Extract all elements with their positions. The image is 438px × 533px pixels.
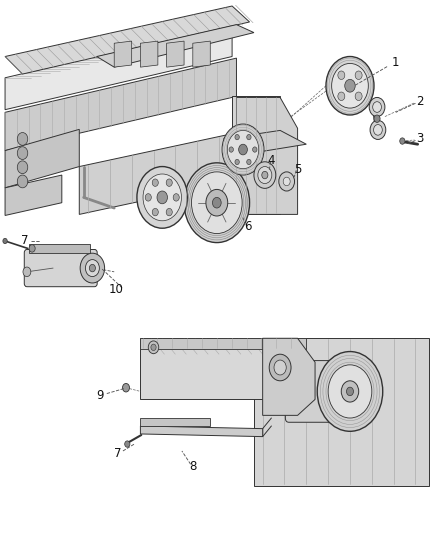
Circle shape	[152, 208, 158, 216]
Polygon shape	[141, 41, 158, 67]
Circle shape	[247, 159, 251, 165]
Text: 2: 2	[416, 95, 424, 108]
Circle shape	[89, 264, 95, 272]
Polygon shape	[114, 41, 132, 67]
Circle shape	[279, 172, 294, 191]
Circle shape	[17, 175, 28, 188]
Circle shape	[157, 191, 167, 204]
Polygon shape	[5, 25, 232, 110]
Circle shape	[17, 161, 28, 174]
Circle shape	[400, 138, 405, 144]
Circle shape	[338, 92, 345, 101]
Bar	[29, 244, 90, 253]
Circle shape	[17, 147, 28, 159]
Polygon shape	[5, 175, 62, 215]
Circle shape	[258, 166, 272, 183]
Circle shape	[346, 387, 353, 395]
Circle shape	[269, 354, 291, 381]
Text: 6: 6	[244, 220, 251, 233]
Circle shape	[80, 253, 105, 283]
Polygon shape	[193, 41, 210, 67]
Polygon shape	[223, 131, 306, 153]
Polygon shape	[141, 338, 263, 399]
Polygon shape	[79, 135, 228, 214]
Circle shape	[374, 125, 382, 135]
Polygon shape	[141, 426, 263, 437]
Circle shape	[274, 360, 286, 375]
Circle shape	[341, 381, 359, 402]
Circle shape	[222, 124, 264, 175]
Circle shape	[184, 163, 250, 243]
Polygon shape	[141, 338, 306, 349]
Text: 5: 5	[294, 163, 301, 176]
Polygon shape	[373, 108, 381, 131]
Text: 9: 9	[96, 389, 104, 402]
Circle shape	[355, 92, 362, 101]
Circle shape	[235, 134, 239, 140]
Circle shape	[283, 177, 290, 185]
Polygon shape	[141, 418, 210, 426]
Polygon shape	[5, 6, 250, 74]
Circle shape	[332, 63, 368, 108]
FancyBboxPatch shape	[24, 249, 97, 287]
Circle shape	[152, 179, 158, 187]
Circle shape	[148, 341, 159, 354]
Circle shape	[345, 79, 355, 92]
Circle shape	[328, 365, 372, 418]
Circle shape	[253, 147, 257, 152]
Circle shape	[143, 174, 181, 221]
FancyBboxPatch shape	[286, 361, 345, 422]
Circle shape	[374, 115, 380, 123]
Circle shape	[317, 352, 383, 431]
Text: 10: 10	[109, 283, 124, 296]
Circle shape	[29, 245, 35, 252]
Text: 1: 1	[392, 56, 399, 69]
Circle shape	[235, 159, 239, 165]
Polygon shape	[5, 130, 79, 188]
Circle shape	[369, 98, 385, 117]
Text: 7: 7	[21, 235, 28, 247]
Polygon shape	[232, 96, 280, 214]
Circle shape	[166, 208, 172, 216]
Circle shape	[151, 344, 156, 351]
Circle shape	[173, 193, 179, 201]
Circle shape	[3, 238, 7, 244]
Circle shape	[373, 102, 381, 112]
Circle shape	[370, 120, 386, 140]
Circle shape	[326, 56, 374, 115]
Circle shape	[23, 267, 31, 277]
Text: 4: 4	[268, 154, 275, 167]
Circle shape	[355, 71, 362, 79]
Circle shape	[137, 166, 187, 228]
Circle shape	[123, 383, 130, 392]
Polygon shape	[263, 338, 315, 415]
Circle shape	[338, 71, 345, 79]
Text: 3: 3	[416, 132, 424, 146]
Text: 7: 7	[114, 447, 121, 460]
Circle shape	[145, 193, 151, 201]
Circle shape	[247, 134, 251, 140]
Polygon shape	[237, 98, 297, 214]
Polygon shape	[97, 25, 254, 67]
Circle shape	[254, 162, 276, 188]
Circle shape	[212, 197, 221, 208]
Circle shape	[17, 133, 28, 146]
Polygon shape	[5, 58, 237, 151]
Polygon shape	[254, 338, 428, 486]
Circle shape	[166, 179, 172, 187]
Circle shape	[227, 131, 259, 168]
Circle shape	[239, 144, 247, 155]
Circle shape	[191, 172, 242, 233]
Circle shape	[206, 189, 228, 216]
Text: 8: 8	[189, 461, 197, 473]
Circle shape	[85, 260, 99, 277]
Circle shape	[229, 147, 233, 152]
Polygon shape	[166, 41, 184, 67]
Circle shape	[125, 441, 130, 447]
Circle shape	[262, 171, 268, 179]
